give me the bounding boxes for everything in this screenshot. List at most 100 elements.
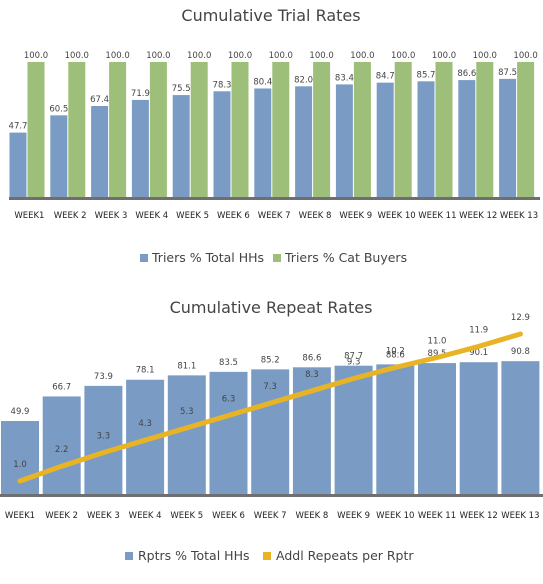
bar-triers-total-4 (131, 99, 149, 197)
repeat-tick-label-6: WEEK 6 (212, 511, 245, 521)
trial-chart-title: Cumulative Trial Rates (181, 6, 360, 25)
bar-triers-total-1 (9, 132, 27, 197)
repeat-tick-label-10: WEEK 10 (376, 511, 414, 521)
legend-label-triers-cat: Triers % Cat Buyers (284, 250, 407, 265)
bar-triers-total-6 (213, 91, 231, 197)
repeat-tick-label-2: WEEK 2 (45, 511, 78, 521)
data-label-triers-cat-1: 100.0 (24, 51, 48, 61)
bar-triers-cat-2 (68, 62, 86, 197)
bar-rptrs-total-11 (418, 363, 456, 494)
bar-triers-total-2 (50, 115, 68, 197)
data-label-addl-repeats-6: 6.3 (222, 395, 236, 405)
data-label-addl-repeats-9: 9.3 (347, 357, 361, 367)
data-label-triers-total-1: 47.7 (9, 122, 28, 132)
data-label-addl-repeats-13: 12.9 (511, 313, 530, 323)
data-label-triers-total-6: 78.3 (213, 80, 232, 90)
trial-rates-chart: Cumulative Trial Rates 47.7 100.0 60.5 100.… (9, 6, 540, 265)
data-label-rptrs-total-1: 49.9 (11, 407, 30, 417)
repeat-rates-chart: Cumulative Repeat Rates 49.9 66.7 73.9 78.1… (0, 298, 543, 563)
data-label-triers-cat-4: 100.0 (146, 51, 170, 61)
data-label-triers-cat-9: 100.0 (350, 51, 374, 61)
trial-tick-label-11: WEEK 11 (418, 211, 456, 221)
data-label-triers-total-10: 84.7 (376, 72, 395, 82)
data-label-rptrs-total-12: 90.1 (469, 348, 488, 358)
data-label-addl-repeats-8: 8.3 (305, 370, 319, 380)
bar-triers-cat-8 (313, 62, 331, 197)
repeat-tick-label-3: WEEK 3 (87, 511, 120, 521)
legend-label-addl-repeats: Addl Repeats per Rptr (276, 548, 414, 563)
data-label-rptrs-total-2: 66.7 (52, 382, 71, 392)
legend-swatch-triers-total (140, 254, 148, 262)
legend-swatch-rptrs-total (125, 552, 133, 560)
trial-tick-label-12: WEEK 12 (459, 211, 497, 221)
data-label-triers-cat-7: 100.0 (269, 51, 293, 61)
bar-rptrs-total-10 (376, 364, 415, 494)
bar-triers-total-9 (335, 84, 353, 197)
trial-tick-label-5: WEEK 5 (176, 211, 209, 221)
data-label-triers-cat-11: 100.0 (432, 51, 456, 61)
data-label-addl-repeats-12: 11.9 (469, 325, 488, 335)
repeat-tick-label-1: WEEK1 (5, 511, 35, 521)
trial-tick-label-7: WEEK 7 (258, 211, 291, 221)
data-label-rptrs-total-5: 81.1 (177, 361, 196, 371)
data-label-rptrs-total-11: 89.5 (428, 349, 447, 359)
data-label-triers-cat-2: 100.0 (65, 51, 89, 61)
bar-rptrs-total-5 (167, 375, 206, 494)
trial-tick-label-2: WEEK 2 (54, 211, 87, 221)
data-label-triers-total-13: 87.5 (498, 68, 517, 78)
trial-tick-label-3: WEEK 3 (95, 211, 128, 221)
data-label-addl-repeats-3: 3.3 (97, 432, 111, 442)
data-label-addl-repeats-5: 5.3 (180, 407, 194, 417)
data-label-addl-repeats-7: 7.3 (263, 382, 277, 392)
data-label-triers-total-5: 75.5 (172, 84, 191, 94)
data-label-rptrs-total-8: 86.6 (302, 353, 321, 363)
trial-legend: Triers % Total HHs Triers % Cat Buyers (140, 250, 407, 265)
repeat-tick-label-9: WEEK 9 (337, 511, 370, 521)
repeat-tick-label-7: WEEK 7 (254, 511, 287, 521)
data-label-triers-cat-6: 100.0 (228, 51, 252, 61)
data-label-addl-repeats-10: 10.2 (386, 346, 405, 356)
data-label-triers-total-11: 85.7 (417, 70, 436, 80)
legend-label-rptrs-total: Rptrs % Total HHs (138, 548, 249, 563)
series-line-addl-repeats (17, 331, 523, 484)
data-label-triers-cat-5: 100.0 (187, 51, 211, 61)
bar-triers-cat-13 (517, 62, 535, 197)
trial-tick-label-4: WEEK 4 (135, 211, 168, 221)
data-label-triers-total-4: 71.9 (131, 89, 150, 99)
data-label-triers-total-2: 60.5 (49, 104, 68, 114)
repeat-tick-label-12: WEEK 12 (460, 511, 498, 521)
data-label-rptrs-total-9: 87.7 (344, 352, 363, 362)
bar-triers-total-10 (376, 82, 394, 197)
bar-triers-cat-1 (27, 62, 45, 197)
repeat-tick-label-8: WEEK 8 (295, 511, 328, 521)
bar-triers-cat-3 (109, 62, 127, 197)
data-label-triers-total-8: 82.0 (294, 75, 313, 85)
trial-tick-label-13: WEEK 13 (500, 211, 538, 221)
bar-rptrs-total-7 (251, 369, 290, 494)
repeat-tick-label-5: WEEK 5 (170, 511, 203, 521)
data-label-triers-cat-13: 100.0 (513, 51, 537, 61)
data-label-addl-repeats-11: 11.0 (428, 336, 447, 346)
bar-rptrs-total-13 (501, 361, 540, 494)
data-label-triers-cat-3: 100.0 (105, 51, 129, 61)
bar-triers-cat-10 (394, 62, 412, 197)
bar-triers-cat-4 (149, 62, 167, 197)
data-label-rptrs-total-4: 78.1 (136, 366, 155, 376)
bar-triers-cat-9 (353, 62, 371, 197)
data-label-rptrs-total-3: 73.9 (94, 372, 113, 382)
repeat-tick-label-4: WEEK 4 (129, 511, 162, 521)
legend-swatch-addl-repeats (263, 552, 271, 560)
bar-triers-cat-5 (190, 62, 208, 197)
bar-triers-total-12 (458, 80, 476, 197)
bar-triers-total-7 (254, 88, 272, 197)
data-label-rptrs-total-6: 83.5 (219, 358, 238, 368)
trial-tick-label-9: WEEK 9 (339, 211, 372, 221)
data-label-triers-cat-12: 100.0 (473, 51, 497, 61)
repeat-chart-title: Cumulative Repeat Rates (170, 298, 373, 317)
data-label-addl-repeats-1: 1.0 (13, 460, 27, 470)
bar-triers-total-13 (499, 78, 517, 197)
repeat-legend: Rptrs % Total HHs Addl Repeats per Rptr (125, 548, 414, 563)
bar-triers-total-3 (91, 106, 109, 197)
repeat-tick-label-11: WEEK 11 (418, 511, 456, 521)
